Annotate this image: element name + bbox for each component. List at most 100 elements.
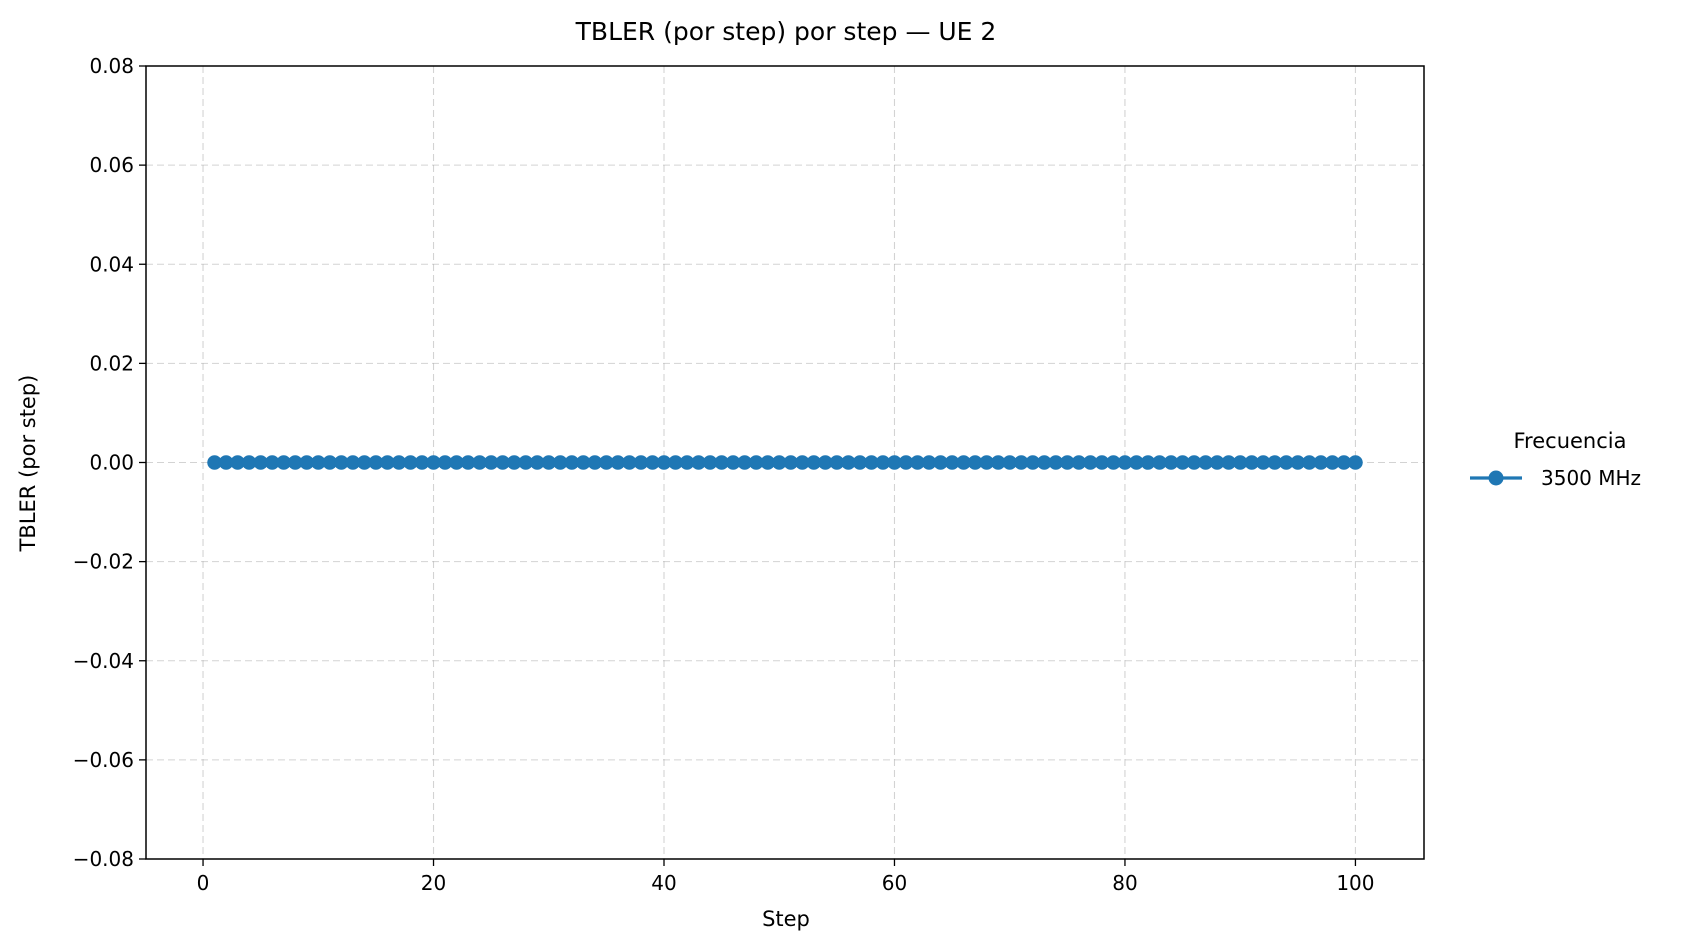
data-point [1221,455,1236,470]
y-tick-label: 0.00 [89,451,134,475]
x-tick-label: 0 [197,871,210,895]
data-point [679,455,695,470]
data-point [368,455,384,470]
data-point [1175,455,1190,470]
data-point [691,455,706,470]
data-point [426,455,441,470]
data-point [587,455,603,470]
data-point [610,455,626,470]
legend-title: Frecuencia [1514,429,1627,453]
data-point [829,455,845,470]
data-point [1002,455,1018,470]
data-point [1313,455,1329,470]
data-point [714,455,729,470]
data-point [380,455,395,470]
data-point [287,455,303,470]
y-tick-label: −0.06 [73,748,134,772]
x-tick-label: 100 [1336,871,1374,895]
data-point [622,455,637,470]
data-point [437,455,453,470]
data-point [737,455,752,470]
data-point [1325,455,1340,470]
data-point [748,455,764,470]
data-point [218,455,234,470]
data-point [518,455,534,470]
data-point [806,455,822,470]
y-tick-label: −0.08 [73,847,134,871]
data-point [771,455,787,470]
x-axis-label: Step [762,907,810,931]
data-point [403,455,418,470]
data-point [1152,455,1167,470]
data-point [1255,455,1271,470]
data-point [1094,455,1110,470]
y-axis: 0.08 0.06 0.04 0.02 0.00 −0.02 −0.04 −0.06 −0.08 [73,54,146,871]
data-point [1106,455,1121,470]
data-point [794,455,810,470]
data-point [645,455,660,470]
data-point [979,455,994,470]
data-point [956,455,971,470]
data-point [334,455,349,470]
y-tick-label: 0.06 [89,153,134,177]
data-point [391,455,407,470]
data-point [1163,455,1179,470]
data-point [725,455,741,470]
data-point [207,455,222,470]
data-point [1060,455,1075,470]
y-tick-label: −0.02 [73,550,134,574]
data-point [668,455,683,470]
data-point [1302,455,1317,470]
data-point [898,455,914,470]
data-point [322,455,338,470]
data-point [1336,455,1352,470]
data-point [1348,455,1363,470]
data-point [783,455,799,470]
x-tick-label: 60 [882,871,907,895]
data-point [460,455,476,470]
data-point [1232,455,1248,470]
data-point [1036,455,1052,470]
data-point [887,455,902,470]
legend: Frecuencia 3500 MHz [1470,429,1641,490]
x-axis: 0 20 40 60 80 100 [197,859,1375,895]
data-point [449,455,464,470]
data-point [990,455,1006,470]
data-point [1290,455,1306,470]
data-point [656,455,672,470]
data-point [506,455,522,470]
legend-entry-label: 3500 MHz [1541,466,1641,490]
data-point [564,455,580,470]
data-point [357,455,372,470]
data-point [1025,455,1041,470]
data-point [1083,455,1098,470]
data-point [875,455,891,470]
data-point [495,455,510,470]
data-point [933,455,948,470]
x-tick-label: 80 [1112,871,1137,895]
legend-marker [1488,470,1504,486]
y-axis-label: TBLER (por step) [16,375,40,553]
y-tick-label: 0.04 [89,252,134,276]
data-point [633,455,649,470]
series-layer [207,455,1363,470]
data-point [1186,455,1202,470]
data-point [253,455,268,470]
data-point [576,455,591,470]
data-point [702,455,718,470]
y-tick-label: 0.02 [89,351,134,375]
data-point [1117,455,1133,470]
data-point [1209,455,1225,470]
data-point [1198,455,1213,470]
data-point [841,455,856,470]
chart-title: TBLER (por step) por step — UE 2 [575,17,997,46]
data-point [552,455,568,470]
data-point [483,455,499,470]
data-point [967,455,983,470]
data-point [1071,455,1087,470]
data-point [264,455,280,470]
x-tick-label: 20 [421,871,446,895]
data-point [299,455,315,470]
data-point [529,455,545,470]
